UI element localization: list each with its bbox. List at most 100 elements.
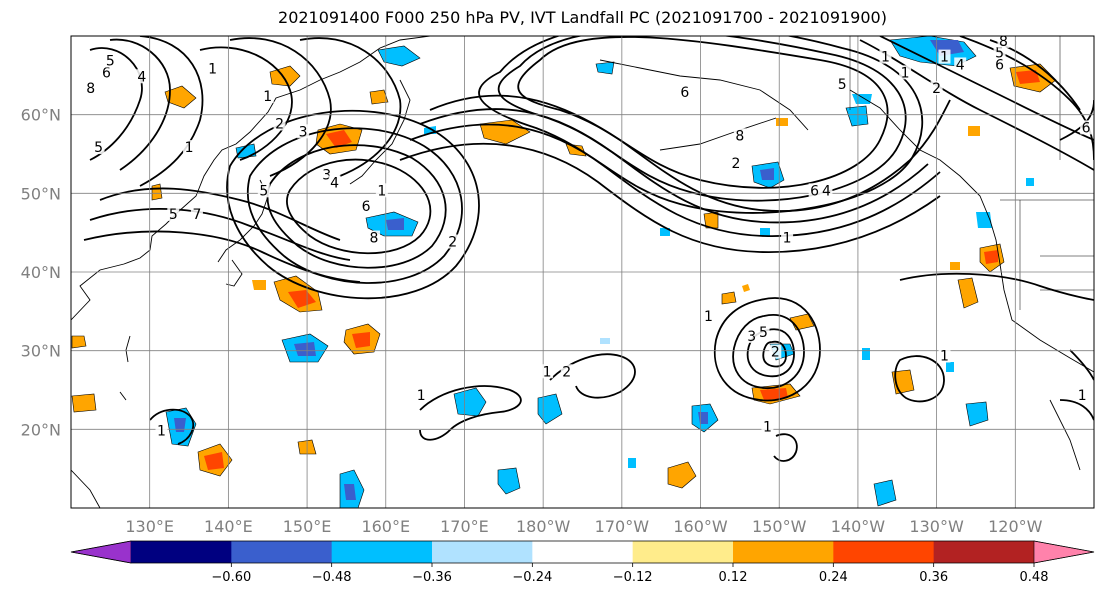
- colorbar-segment: [733, 541, 834, 563]
- contour-label-background: [879, 49, 892, 64]
- contour-label-background: [135, 69, 148, 84]
- map-title: 2021091400 F000 250 hPa PV, IVT Landfall…: [278, 8, 887, 27]
- contour-label: 6: [680, 85, 689, 101]
- contour-label-background: [745, 328, 758, 343]
- contour-label-background: [930, 81, 943, 96]
- contour-label-background: [757, 324, 770, 339]
- colorbar-tick-label: −0.12: [613, 570, 653, 585]
- contour-label: 1: [1078, 388, 1087, 404]
- colorbar-tick-label: −0.48: [312, 570, 352, 585]
- contour-label: 5: [106, 54, 115, 70]
- colorbar-tick-label: −0.36: [412, 570, 452, 585]
- longitude-label: 140°E: [204, 517, 253, 536]
- contour-label-background: [155, 423, 168, 438]
- latitude-label: 60°N: [21, 106, 61, 125]
- contour-label: 1: [377, 183, 386, 199]
- contour-label-background: [899, 65, 912, 80]
- contour-label: 6: [810, 183, 819, 199]
- contour-label-background: [415, 387, 428, 402]
- colorbar-tick-label: −0.24: [512, 570, 552, 585]
- contour-label: 6: [102, 65, 111, 81]
- coastlines: [71, 36, 1094, 508]
- colorbar-segment: [131, 541, 232, 563]
- colorbar-segment: [833, 541, 935, 563]
- contour-label: 1: [881, 50, 890, 66]
- contour-label-background: [206, 61, 219, 76]
- longitude-label: 130°E: [125, 517, 174, 536]
- longitude-label: 120°W: [988, 517, 1043, 536]
- colorbar-tick-label: 0.24: [819, 570, 848, 585]
- colorbar-segment: [532, 541, 634, 563]
- contour-label-background: [781, 230, 794, 245]
- latitude-labels: 20°N 30°N 40°N 50°N 60°N: [21, 106, 61, 440]
- colorbar-tick-label: −0.60: [211, 570, 251, 585]
- longitude-label: 130°W: [909, 517, 964, 536]
- colorbar-segment: [331, 541, 433, 563]
- contour-label-background: [367, 230, 380, 245]
- contour-label: 1: [185, 140, 194, 156]
- contour-label: 6: [995, 57, 1004, 73]
- colorbar-tick-label: 0.48: [1020, 570, 1049, 585]
- contour-label: 5: [94, 140, 103, 156]
- contour-label: 8: [86, 81, 95, 97]
- contour-label-background: [993, 57, 1006, 72]
- contour-label: 8: [735, 128, 744, 144]
- colorbar-segment: [933, 541, 1035, 563]
- contour-label-background: [190, 206, 203, 221]
- contour-label-background: [183, 140, 196, 155]
- contour-label: 4: [137, 69, 146, 85]
- longitude-label: 180°W: [516, 517, 571, 536]
- contour-label: 1: [940, 50, 949, 66]
- contour-label-background: [836, 77, 849, 92]
- contour-label-background: [92, 140, 105, 155]
- map-frame: [70, 35, 1095, 509]
- contour-label-background: [297, 124, 310, 139]
- contour-label-background: [446, 234, 459, 249]
- longitude-label: 160°E: [361, 517, 410, 536]
- longitude-label: 140°W: [831, 517, 886, 536]
- contour-label: 3: [299, 124, 308, 140]
- latitude-label: 50°N: [21, 184, 61, 203]
- contour-label: 4: [822, 183, 831, 199]
- contour-label: 2: [771, 345, 780, 361]
- colorbar-tick-label: 0.36: [919, 570, 948, 585]
- contour-label-background: [360, 199, 373, 214]
- colorbar-extend-low: [70, 540, 132, 564]
- latitude-label: 20°N: [21, 420, 61, 439]
- contour-label-background: [938, 49, 951, 64]
- contour-label: 6: [1082, 120, 1091, 136]
- longitude-label: 170°W: [595, 517, 650, 536]
- longitude-label: 150°E: [283, 517, 332, 536]
- longitude-label: 160°W: [673, 517, 728, 536]
- contour-label-background: [375, 183, 388, 198]
- contour-label: 5: [169, 207, 178, 223]
- contour-label: 1: [543, 364, 552, 380]
- colorbar-extend-high: [1033, 540, 1095, 564]
- contour-label-background: [997, 36, 1010, 48]
- contour-label-background: [104, 53, 117, 68]
- contour-label: 1: [263, 89, 272, 105]
- longitude-label: 150°W: [752, 517, 807, 536]
- colorbar-segment: [231, 541, 333, 563]
- contour-label-background: [541, 364, 554, 379]
- colorbar-segment: [432, 541, 533, 563]
- contour-label: 2: [932, 81, 941, 97]
- contour-label-background: [167, 206, 180, 221]
- contour-label: 2: [731, 156, 740, 172]
- contour-label: 2: [448, 234, 457, 250]
- contour-label: 3: [322, 168, 331, 184]
- longitude-labels: 130°E 140°E 150°E 160°E 170°E 180°W 170°W 160°W…: [125, 517, 1042, 536]
- contour-label-background: [257, 183, 270, 198]
- contour-label-background: [769, 344, 782, 359]
- colorbar-outline: [70, 540, 1095, 564]
- contour-label-background: [993, 45, 1006, 60]
- contour-label: 1: [704, 309, 713, 325]
- colorbar-segment: [632, 541, 734, 563]
- contour-label: 5: [995, 46, 1004, 62]
- contour-label: 3: [747, 329, 756, 345]
- contour-label: 1: [901, 65, 910, 81]
- contour-label: 8: [999, 34, 1008, 50]
